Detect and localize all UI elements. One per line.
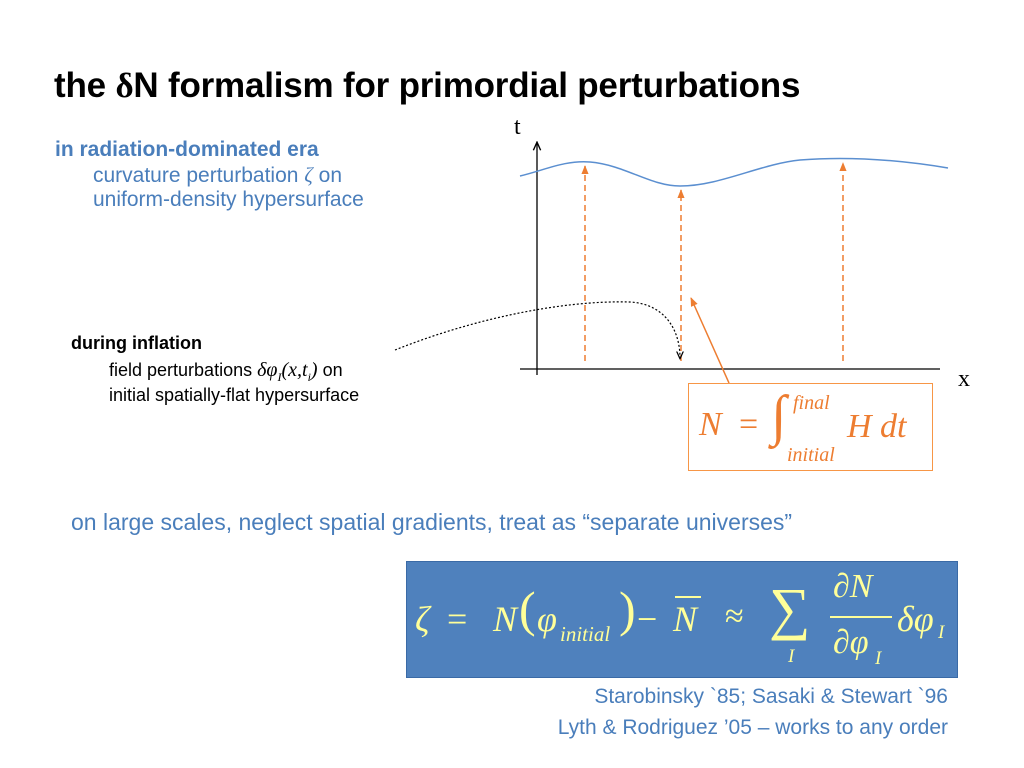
f-den-sub: I [875,648,882,669]
f-fraction-bar [830,616,892,618]
inflation-line1: field perturbations δφI(x,ti) on [109,359,343,385]
f-sum-sub: I [788,646,795,667]
reference-line-2: Lyth & Rodriguez ’05 – works to any orde… [557,716,948,739]
radiation-line1-text: curvature perturbation [93,164,305,187]
f-Nbar: N [673,599,698,639]
radiation-line1: curvature perturbation ζ on [93,163,342,188]
f-zeta: ζ [415,599,430,639]
f-dphi: δφ [897,599,934,639]
x-axis-label: x [958,366,970,392]
radiation-line2: uniform-density hypersurface [93,188,364,211]
field-perturbation-symbol: δφI(x,ti) [257,359,318,384]
delta-phi-args-sub: i [307,370,311,384]
delta-phi-close: ) [310,359,318,381]
delta-phi: δφ [257,359,278,381]
f-dphi-sub: I [938,622,945,643]
integral-sign: ∫ [771,385,787,447]
f-phi-sub: initial [560,622,611,646]
zeta-symbol: ζ [304,163,313,187]
f-num: ∂N [833,568,873,605]
integral-upper-limit: final [793,392,830,414]
inflation-heading: during inflation [71,333,202,353]
f-lparen: ( [519,581,536,637]
title-rest: N formalism for primordial perturbations [133,66,801,105]
delta-n-formula-box: ζ = N ( φ initial ) − N ≈ ∑ I ∂N ∂φ I δφ… [406,561,958,678]
f-eq: = [447,599,468,639]
reference-line-1: Starobinsky `85; Sasaki & Stewart `96 [594,685,948,708]
n-lhs: N [699,406,722,443]
radiation-heading: in radiation-dominated era [55,138,319,161]
uniform-density-hypersurface [519,157,949,187]
n-integral-box: N = ∫ final initial H dt [688,383,933,471]
integral-pointer-arrow [690,297,730,384]
f-rparen: ) [619,581,636,637]
t-axis-label: t [514,114,521,140]
title-prefix: the [54,66,116,105]
inflation-line2: initial spatially-flat hypersurface [109,385,360,405]
dotted-connector-arrow [394,301,680,358]
separate-universes-statement: on large scales, neglect spatial gradien… [71,509,793,535]
delta-phi-args: (x,t [281,359,308,381]
f-sum: ∑ [769,576,811,641]
inflation-line1-text: field perturbations [109,360,258,380]
title-delta-symbol: δ [115,66,134,105]
f-nbar-overline [675,596,701,598]
f-N: N [493,599,518,639]
f-minus: − [637,599,658,639]
f-phi: φ [537,599,557,639]
inflation-line1-end: on [317,360,343,380]
f-den: ∂φ [833,624,869,661]
integrand: H dt [847,408,907,445]
integral-lower-limit: initial [787,444,835,466]
f-approx: ≈ [725,598,744,635]
delta-phi-sub: I [277,370,282,384]
radiation-line1-end: on [312,164,343,187]
page-title: the δN formalism for primordial perturba… [54,66,800,106]
n-eq: = [739,406,759,443]
